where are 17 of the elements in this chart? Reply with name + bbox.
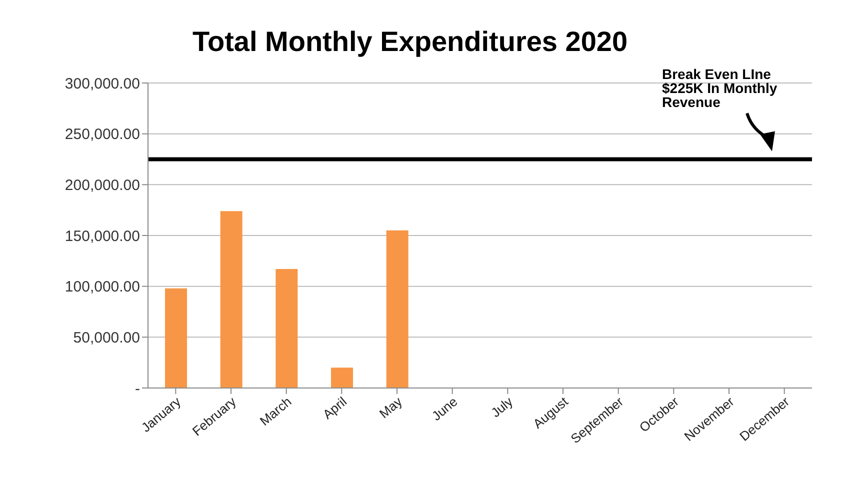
- y-tick-label: -: [135, 380, 140, 398]
- bar: [386, 230, 408, 388]
- y-tick-label: 300,000.00: [64, 75, 140, 92]
- y-tick-label: 250,000.00: [64, 126, 140, 144]
- chart-title: Total Monthly Expenditures 2020: [191, 25, 629, 58]
- y-tick-label: 100,000.00: [64, 278, 140, 296]
- bar: [276, 269, 298, 388]
- y-tick-label: 50,000.00: [73, 329, 140, 346]
- bar: [165, 288, 187, 388]
- y-tick-label: 150,000.00: [64, 228, 140, 245]
- y-tick-label: 200,000.00: [64, 176, 140, 194]
- bar: [220, 211, 242, 388]
- x-tick-label: June: [428, 394, 460, 424]
- x-tick-label: May: [376, 394, 406, 422]
- ref-line-label: Break Even LIne $225K In Monthly Revenue: [662, 66, 778, 110]
- x-tick-label: July: [488, 394, 516, 420]
- bar: [331, 368, 353, 388]
